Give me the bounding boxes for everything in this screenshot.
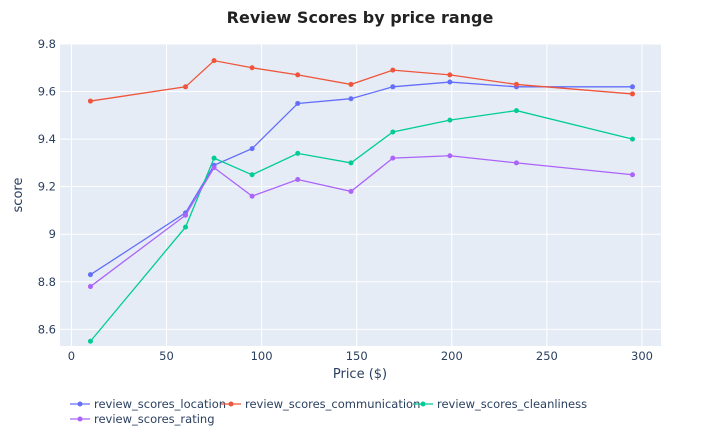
y-tick-label: 9.8 [38, 37, 56, 51]
data-point [249, 193, 255, 199]
x-tick-label: 200 [441, 349, 463, 363]
data-point [249, 65, 255, 71]
data-point [348, 96, 354, 102]
data-point [447, 79, 453, 85]
data-point [211, 58, 217, 64]
y-axis-title: score [11, 178, 26, 213]
x-axis: 0 50 100 150 200 250 300 [68, 349, 653, 363]
data-point [183, 212, 189, 218]
x-tick-label: 100 [251, 349, 273, 363]
data-point [211, 165, 217, 171]
data-point [295, 150, 301, 156]
gridlines [60, 43, 661, 346]
data-point [249, 146, 255, 152]
data-point [183, 224, 189, 230]
legend-label: review_scores_cleanliness [437, 397, 587, 411]
series-review-scores-rating [87, 153, 635, 290]
x-axis-title: Price ($) [333, 367, 387, 382]
data-point [629, 91, 635, 97]
y-tick-label: 8.8 [38, 275, 56, 289]
legend-item-review-scores-location[interactable]: review_scores_location [70, 397, 226, 411]
series-line [90, 155, 633, 288]
data-point [629, 172, 635, 178]
chart-title: Review Scores by price range [227, 8, 494, 27]
legend-label: review_scores_location [94, 397, 226, 411]
legend-swatch-marker [77, 416, 83, 422]
data-point [295, 177, 301, 183]
data-point [513, 108, 519, 114]
data-point [390, 84, 396, 90]
x-tick-label: 250 [536, 349, 558, 363]
series-review-scores-communication [87, 58, 635, 104]
data-point [183, 84, 189, 90]
legend-label: review_scores_communication [245, 397, 420, 411]
legend-item-review-scores-cleanliness[interactable]: review_scores_cleanliness [413, 397, 587, 411]
legend-swatch-marker [77, 401, 83, 407]
data-point [629, 84, 635, 90]
data-point [513, 81, 519, 87]
data-point [211, 155, 217, 161]
data-point [390, 155, 396, 161]
data-point [348, 160, 354, 166]
series-line [90, 59, 633, 102]
data-point [390, 67, 396, 73]
legend[interactable]: review_scores_location review_scores_comm… [70, 397, 587, 426]
data-point [295, 100, 301, 106]
legend-label: review_scores_rating [94, 412, 215, 426]
data-point [249, 172, 255, 178]
legend-item-review-scores-rating[interactable]: review_scores_rating [70, 412, 215, 426]
x-tick-label: 300 [631, 349, 653, 363]
legend-swatch-marker [420, 401, 426, 407]
y-axis: 8.6 8.8 9 9.2 9.4 9.6 9.8 [38, 37, 56, 336]
legend-item-review-scores-communication[interactable]: review_scores_communication [221, 397, 420, 411]
data-point [447, 117, 453, 123]
data-point [295, 72, 301, 78]
plot-area [60, 44, 661, 346]
y-tick-label: 9.6 [38, 85, 56, 99]
x-tick-label: 0 [68, 349, 75, 363]
data-point [348, 188, 354, 194]
y-tick-label: 8.6 [38, 322, 56, 336]
data-point [447, 72, 453, 78]
data-point [87, 98, 93, 104]
data-point [629, 136, 635, 142]
y-tick-label: 9.2 [38, 180, 56, 194]
data-point [87, 284, 93, 290]
series-layer [87, 58, 635, 344]
data-point [390, 129, 396, 135]
series-line [90, 81, 633, 276]
data-point [87, 338, 93, 344]
y-tick-label: 9.4 [38, 132, 56, 146]
data-point [87, 272, 93, 278]
x-tick-label: 50 [159, 349, 174, 363]
data-point [513, 160, 519, 166]
data-point [447, 153, 453, 159]
y-tick-label: 9 [49, 227, 56, 241]
x-tick-label: 150 [346, 349, 368, 363]
data-point [348, 81, 354, 87]
legend-swatch-marker [228, 401, 234, 407]
